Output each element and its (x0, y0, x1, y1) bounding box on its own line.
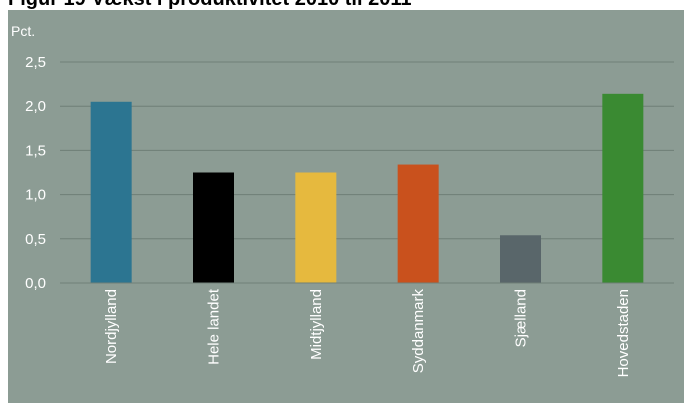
bar-midtjylland (295, 172, 337, 283)
chart-panel: 0,0 0,5 1,0 1,5 2,0 2,5 Nordjylland Hele landet… (8, 10, 684, 403)
figure-title: Figur 19 Vækst i produktivitet 2010 til … (8, 0, 412, 10)
x-tick-label: Syddanmark (410, 289, 427, 374)
bar-sjælland (500, 235, 541, 283)
x-tick-label: Nordjylland (103, 289, 120, 364)
y-tick-label: 1,0 (25, 187, 46, 204)
gridlines (60, 61, 674, 240)
bar-nordjylland (90, 101, 132, 283)
axes: 0,0 0,5 1,0 1,5 2,0 2,5 Nordjylland Hele landet… (25, 54, 674, 377)
bar-syddanmark (397, 164, 439, 283)
x-tick-label: Sjælland (513, 289, 530, 347)
x-tick-label: Hovedstaden (615, 289, 632, 377)
x-tick-label: Hele landet (206, 288, 223, 365)
y-tick-label: 0,0 (25, 275, 46, 292)
bar-hovedstaden (602, 93, 644, 283)
y-tick-label: 1,5 (25, 142, 46, 159)
y-axis-title: Pct. (11, 23, 35, 39)
figure-title-strip: Figur 19 Vækst i produktivitet 2010 til … (0, 0, 693, 10)
bar-hele-landet (193, 172, 234, 283)
y-tick-label: 0,5 (25, 231, 46, 248)
x-tick-label: Midtjylland (308, 289, 325, 360)
y-tick-label: 2,5 (25, 54, 46, 71)
y-tick-label: 2,0 (25, 98, 46, 115)
bars (90, 93, 644, 283)
bar-chart: 0,0 0,5 1,0 1,5 2,0 2,5 Nordjylland Hele landet… (11, 23, 674, 377)
